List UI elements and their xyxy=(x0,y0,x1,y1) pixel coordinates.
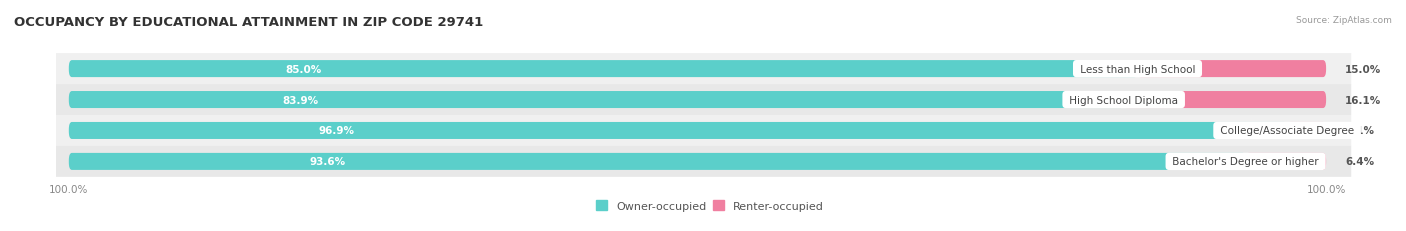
FancyBboxPatch shape xyxy=(44,146,1351,177)
FancyBboxPatch shape xyxy=(44,85,1351,116)
FancyBboxPatch shape xyxy=(69,92,1123,109)
Text: 3.1%: 3.1% xyxy=(1346,126,1374,136)
Text: High School Diploma: High School Diploma xyxy=(1066,95,1181,105)
FancyBboxPatch shape xyxy=(1137,61,1326,78)
Text: College/Associate Degree: College/Associate Degree xyxy=(1218,126,1357,136)
FancyBboxPatch shape xyxy=(69,153,1246,170)
Text: 85.0%: 85.0% xyxy=(285,64,322,74)
Text: 83.9%: 83.9% xyxy=(283,95,319,105)
Text: Bachelor's Degree or higher: Bachelor's Degree or higher xyxy=(1170,157,1322,167)
Text: Source: ZipAtlas.com: Source: ZipAtlas.com xyxy=(1296,16,1392,25)
FancyBboxPatch shape xyxy=(69,122,1286,139)
Text: 15.0%: 15.0% xyxy=(1346,64,1381,74)
FancyBboxPatch shape xyxy=(1286,122,1326,139)
Text: 6.4%: 6.4% xyxy=(1346,157,1374,167)
Text: 96.9%: 96.9% xyxy=(319,126,354,136)
Legend: Owner-occupied, Renter-occupied: Owner-occupied, Renter-occupied xyxy=(596,201,824,211)
Text: 93.6%: 93.6% xyxy=(309,157,346,167)
Text: Less than High School: Less than High School xyxy=(1077,64,1198,74)
FancyBboxPatch shape xyxy=(44,116,1351,146)
FancyBboxPatch shape xyxy=(69,61,1137,78)
FancyBboxPatch shape xyxy=(44,54,1351,85)
FancyBboxPatch shape xyxy=(1246,153,1326,170)
FancyBboxPatch shape xyxy=(1123,92,1326,109)
Text: OCCUPANCY BY EDUCATIONAL ATTAINMENT IN ZIP CODE 29741: OCCUPANCY BY EDUCATIONAL ATTAINMENT IN Z… xyxy=(14,16,484,29)
Text: 16.1%: 16.1% xyxy=(1346,95,1381,105)
